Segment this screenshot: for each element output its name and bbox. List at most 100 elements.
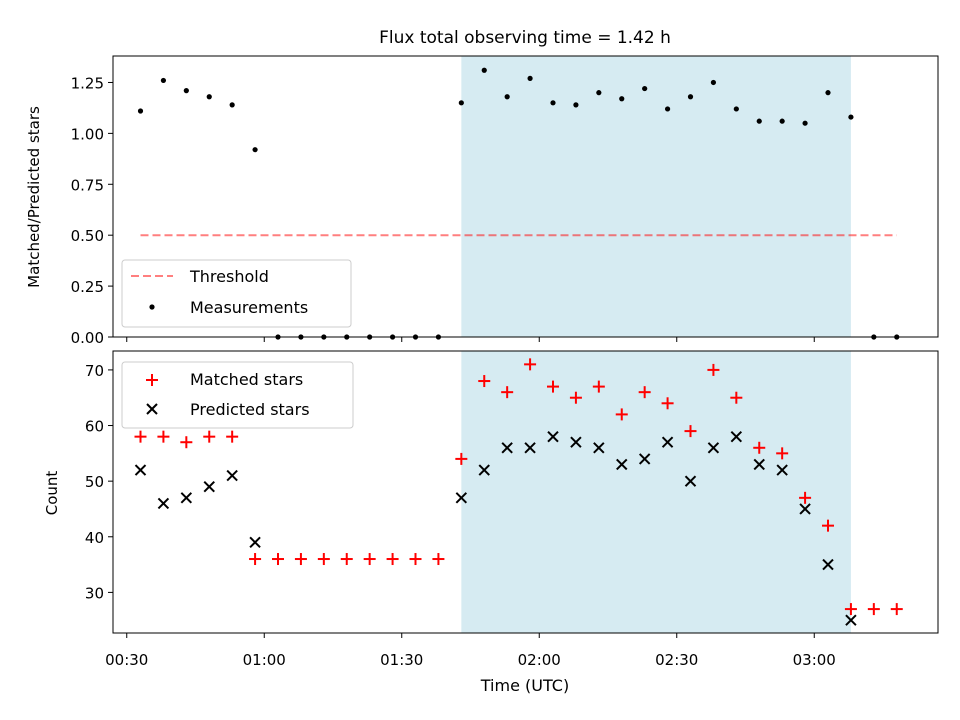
matched-point bbox=[501, 386, 514, 399]
legend-measurements-swatch bbox=[149, 304, 155, 310]
matched-point bbox=[226, 430, 239, 443]
measurement-point bbox=[710, 79, 717, 86]
matched-point bbox=[569, 391, 582, 404]
measurement-point bbox=[573, 102, 579, 108]
top-marks bbox=[137, 67, 900, 340]
predicted-point bbox=[845, 614, 857, 626]
predicted-point bbox=[684, 475, 697, 487]
matched-point bbox=[134, 430, 147, 443]
matched-point bbox=[180, 436, 193, 449]
predicted-point bbox=[822, 558, 834, 571]
predicted-point bbox=[134, 464, 147, 476]
top-x-ticks bbox=[126, 337, 815, 342]
legend-matched-swatch bbox=[146, 374, 158, 386]
top-panel: 0.00 0.25 0.50 0.75 1.00 1.25 Matched/Predict… bbox=[25, 55, 939, 347]
top-y-tick-label: 0.50 bbox=[71, 227, 104, 245]
predicted-point bbox=[501, 442, 513, 454]
matched-point bbox=[615, 408, 628, 421]
matched-point bbox=[409, 553, 422, 566]
bottom-legend-box bbox=[121, 361, 354, 429]
measurement-point bbox=[504, 94, 510, 100]
bottom-plot-frame bbox=[112, 350, 939, 634]
predicted-point bbox=[776, 464, 788, 476]
matched-point bbox=[730, 391, 743, 404]
matched-point bbox=[272, 553, 284, 566]
matched-point bbox=[707, 363, 720, 376]
predicted-point bbox=[455, 492, 468, 504]
matched-point bbox=[432, 553, 445, 566]
measurement-point bbox=[183, 88, 189, 94]
matched-point bbox=[592, 380, 605, 393]
matched-point bbox=[547, 380, 559, 393]
top-y-axis-label: Matched/Predicted stars bbox=[25, 106, 43, 288]
matched-point bbox=[524, 358, 537, 371]
matched-point bbox=[844, 603, 857, 616]
measurement-point bbox=[458, 100, 464, 106]
legend-matched-label: Matched stars bbox=[190, 370, 303, 389]
measurement-point bbox=[160, 77, 167, 84]
matched-point bbox=[203, 430, 216, 443]
bottom-y-axis-label: Count bbox=[43, 471, 61, 516]
matched-point bbox=[684, 425, 697, 438]
measurement-point bbox=[550, 100, 556, 106]
bottom-y-tick-label: 70 bbox=[85, 362, 104, 380]
x-tick-label: 03:00 bbox=[793, 651, 836, 669]
x-tick-label: 00:30 bbox=[105, 651, 148, 669]
matched-point bbox=[363, 553, 376, 566]
predicted-point bbox=[226, 469, 238, 482]
bottom-legend: Matched stars Predicted stars bbox=[121, 361, 354, 429]
x-tick-label: 02:30 bbox=[655, 651, 698, 669]
matched-point bbox=[890, 603, 903, 616]
bottom-y-tick-label: 30 bbox=[85, 584, 104, 602]
measurement-point bbox=[779, 118, 785, 124]
top-legend: Threshold Measurements bbox=[121, 259, 352, 328]
legend-threshold-label: Threshold bbox=[189, 267, 269, 286]
top-y-axis: 0.00 0.25 0.50 0.75 1.00 1.25 bbox=[71, 74, 113, 347]
predicted-point bbox=[249, 536, 261, 549]
matched-point bbox=[340, 553, 353, 566]
measurement-point bbox=[527, 75, 533, 81]
matched-point bbox=[753, 441, 766, 454]
measurement-point bbox=[252, 147, 258, 153]
measurement-point bbox=[733, 106, 739, 112]
predicted-point bbox=[661, 436, 674, 448]
bottom-x-axis: 00:30 01:00 01:30 02:00 02:30 03:00 bbox=[105, 633, 836, 669]
predicted-point bbox=[707, 442, 720, 454]
bottom-y-tick-label: 50 bbox=[85, 473, 104, 491]
predicted-point bbox=[616, 458, 628, 471]
matched-point bbox=[478, 375, 491, 388]
matched-point bbox=[249, 553, 262, 566]
predicted-point bbox=[478, 464, 490, 476]
matched-point bbox=[867, 603, 880, 616]
predicted-point bbox=[730, 430, 743, 443]
chart-title: Flux total observing time = 1.42 h bbox=[379, 28, 671, 48]
matched-point bbox=[776, 447, 789, 460]
matched-point bbox=[638, 386, 651, 399]
matched-point bbox=[386, 553, 399, 566]
matched-point bbox=[317, 553, 330, 566]
bottom-y-tick-label: 40 bbox=[85, 529, 104, 547]
predicted-point bbox=[547, 430, 559, 443]
legend-predicted-label: Predicted stars bbox=[190, 400, 310, 419]
top-plot-frame bbox=[112, 55, 939, 338]
x-tick-label: 01:00 bbox=[243, 651, 286, 669]
matched-point bbox=[294, 553, 307, 566]
measurement-point bbox=[481, 67, 487, 73]
measurement-point bbox=[687, 94, 694, 100]
measurement-point bbox=[137, 108, 144, 114]
bottom-panel: 30 40 50 60 70 00:30 01:00 01:30 02:00 02:30 03:0… bbox=[43, 350, 939, 695]
x-tick-label: 02:00 bbox=[518, 651, 561, 669]
bottom-y-tick-label: 60 bbox=[85, 418, 104, 436]
predicted-point bbox=[180, 492, 193, 504]
measurement-point bbox=[802, 120, 808, 126]
predicted-point bbox=[157, 497, 170, 510]
bottom-observing-span bbox=[461, 351, 851, 633]
matched-point bbox=[157, 430, 170, 443]
top-y-tick-label: 0.75 bbox=[71, 176, 104, 194]
top-y-tick-label: 0.25 bbox=[71, 278, 104, 296]
top-legend-box bbox=[121, 259, 352, 328]
predicted-point bbox=[593, 442, 605, 454]
measurement-point bbox=[642, 85, 648, 92]
predicted-point bbox=[638, 453, 651, 465]
